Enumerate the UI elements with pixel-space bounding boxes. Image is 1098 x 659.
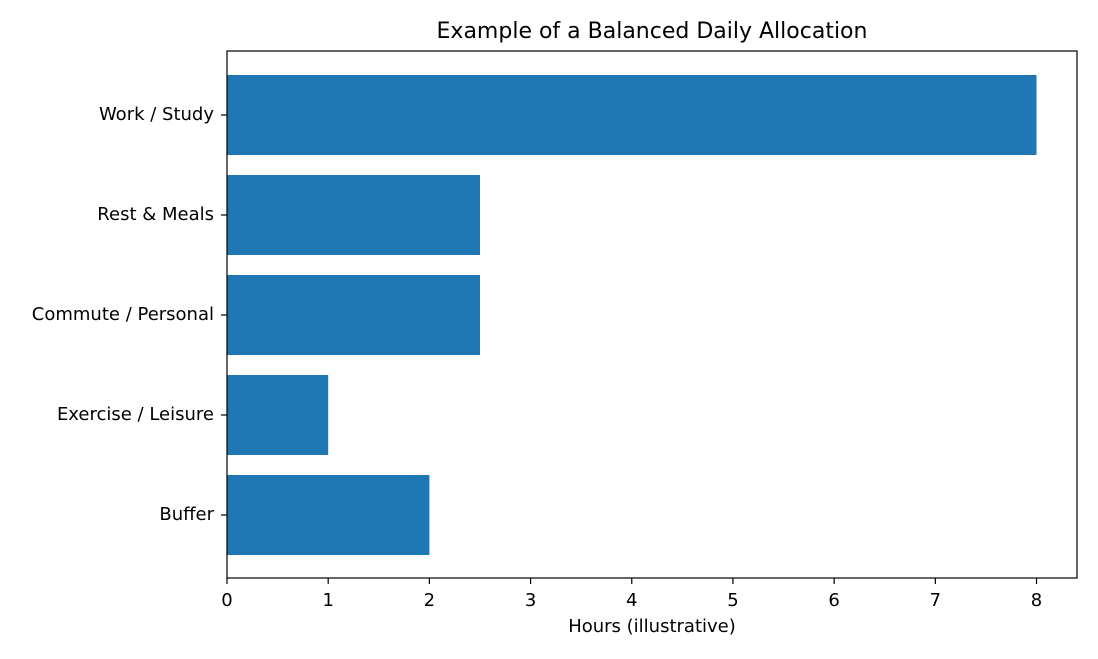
x-tick-label: 6 (828, 590, 839, 611)
bar (227, 75, 1037, 155)
y-tick-label: Exercise / Leisure (57, 404, 214, 425)
plot-frame (226, 50, 1078, 579)
y-tick-label: Commute / Personal (32, 304, 214, 325)
chart-title: Example of a Balanced Daily Allocation (437, 19, 868, 44)
x-tick-label: 1 (322, 590, 333, 611)
x-tick-label: 3 (525, 590, 536, 611)
x-tick-label: 5 (727, 590, 738, 611)
x-tick-label: 0 (221, 590, 232, 611)
y-tick-label: Work / Study (99, 104, 214, 125)
bar (227, 475, 430, 555)
bar (227, 375, 329, 455)
bar (227, 275, 480, 355)
x-axis-label: Hours (illustrative) (568, 616, 736, 637)
y-tick-label: Rest & Meals (97, 204, 214, 225)
bar (227, 175, 480, 255)
x-tick-label: 7 (930, 590, 941, 611)
x-tick-label: 2 (424, 590, 435, 611)
x-tick-label: 4 (626, 590, 637, 611)
y-tick-label: Buffer (159, 504, 214, 525)
x-tick-label: 8 (1031, 590, 1042, 611)
